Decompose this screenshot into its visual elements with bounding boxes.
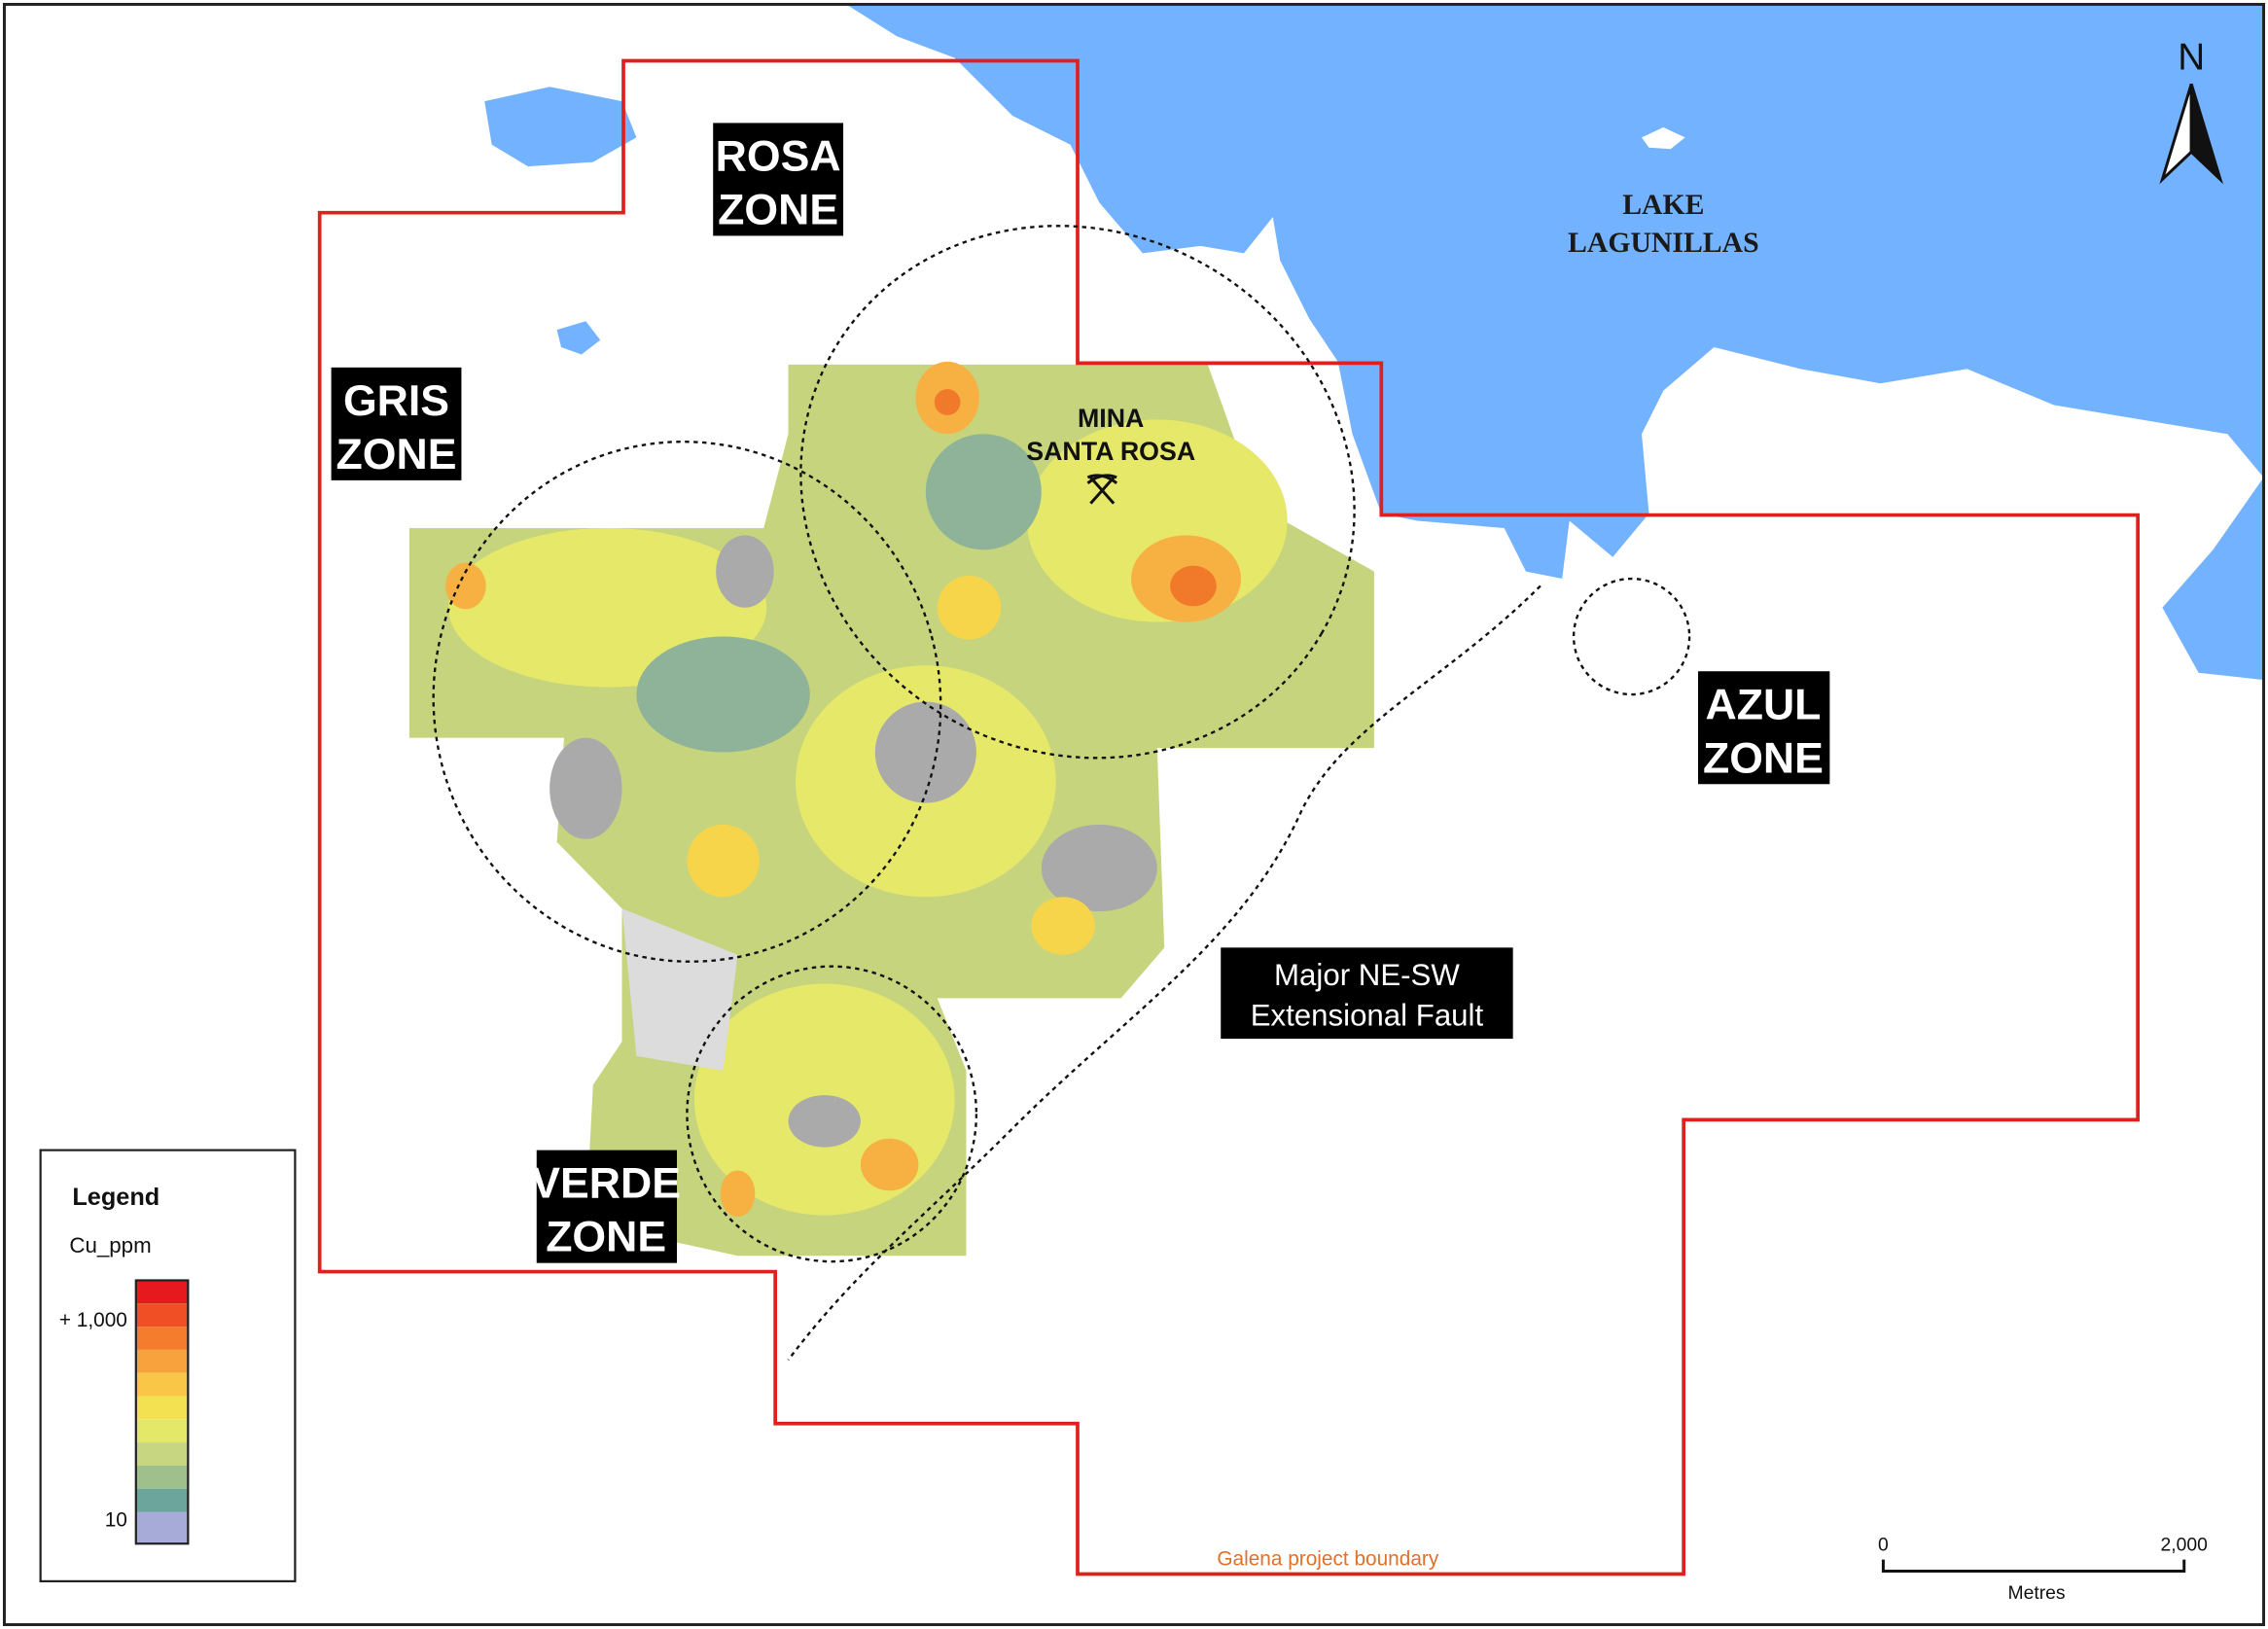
- ramp-step: [135, 1349, 189, 1373]
- heatmap-zone: [636, 636, 810, 753]
- island: [1642, 126, 1685, 150]
- scale-end: 2,000: [2161, 1536, 2208, 1556]
- heatmap-zone: [720, 1170, 756, 1218]
- zone-label: VERDE: [531, 1160, 681, 1208]
- fault-label: Extensional Fault: [1251, 999, 1484, 1033]
- mine-icon: [1086, 474, 1118, 505]
- heatmap-zone: [549, 737, 622, 839]
- zone-label: GRIS: [343, 377, 449, 425]
- heatmap-zone: [445, 562, 486, 610]
- zone-box: [1698, 671, 1830, 785]
- lake-label: LAGUNILLAS: [1568, 227, 1759, 259]
- legend-high: + 1,000: [59, 1309, 127, 1331]
- zone-box: [713, 123, 844, 236]
- heatmap-zone: [860, 1138, 919, 1191]
- fault-line: [787, 584, 1542, 1362]
- legend-title: Legend: [72, 1184, 159, 1211]
- zone-label: ZONE: [337, 431, 457, 478]
- boundary-label: Galena project boundary: [1217, 1548, 1439, 1571]
- zone-label: ZONE: [718, 187, 838, 234]
- lake: [484, 87, 637, 167]
- zone-label: AZUL: [1705, 681, 1821, 728]
- lake: [846, 4, 2264, 681]
- ramp-step: [135, 1396, 189, 1420]
- zone-label: ROSA: [716, 133, 841, 181]
- scale-bar: [1881, 1559, 2186, 1573]
- ramp-step: [135, 1280, 189, 1304]
- heatmap-zone: [937, 576, 1002, 640]
- zone-outline: [799, 225, 1356, 760]
- ramp-step: [135, 1511, 189, 1544]
- ramp-step: [135, 1465, 189, 1489]
- heatmap-zone: [1031, 897, 1095, 955]
- zone-outline: [686, 965, 978, 1263]
- lake-label: LAKE: [1622, 189, 1704, 221]
- zone-label: ZONE: [1703, 734, 1824, 782]
- ramp-step: [135, 1303, 189, 1328]
- ramp-step: [135, 1442, 189, 1466]
- zone-box: [536, 1150, 678, 1263]
- fault-label: Major NE-SW: [1274, 958, 1460, 992]
- legend-ramp: [134, 1279, 190, 1545]
- cu-heatmap: [408, 361, 1374, 1257]
- lake: [556, 321, 601, 355]
- heatmap-zone: [716, 535, 774, 608]
- heatmap-zone: [687, 824, 760, 898]
- heatmap-zone: [1170, 565, 1217, 607]
- heatmap-zone: [1041, 824, 1157, 912]
- fault-box: [1221, 947, 1513, 1040]
- scale-unit: Metres: [2008, 1583, 2066, 1604]
- zone-outline: [1572, 577, 1691, 696]
- legend-field: Cu_ppm: [69, 1233, 151, 1257]
- zone-outline: [432, 441, 942, 963]
- north-arrow: [2189, 83, 2223, 185]
- mine-label: MINA: [1078, 404, 1144, 433]
- ramp-frame: [134, 1279, 190, 1545]
- scale-start: 0: [1878, 1536, 1889, 1556]
- ramp-step: [135, 1419, 189, 1443]
- project-boundary: [317, 58, 2141, 1576]
- heatmap-zone: [925, 434, 1042, 550]
- legend-low: 10: [105, 1508, 127, 1531]
- heatmap-zone: [621, 908, 738, 1071]
- heatmap-zone: [788, 1095, 861, 1148]
- ramp-step: [135, 1372, 189, 1397]
- mine-label: SANTA ROSA: [1026, 437, 1195, 466]
- heatmap-zone: [934, 389, 961, 415]
- north-label: N: [2178, 36, 2205, 78]
- zone-label: ZONE: [546, 1214, 666, 1261]
- heatmap-zone: [874, 701, 976, 803]
- ramp-step: [135, 1327, 189, 1350]
- ramp-step: [135, 1488, 189, 1512]
- zone-box: [331, 367, 462, 480]
